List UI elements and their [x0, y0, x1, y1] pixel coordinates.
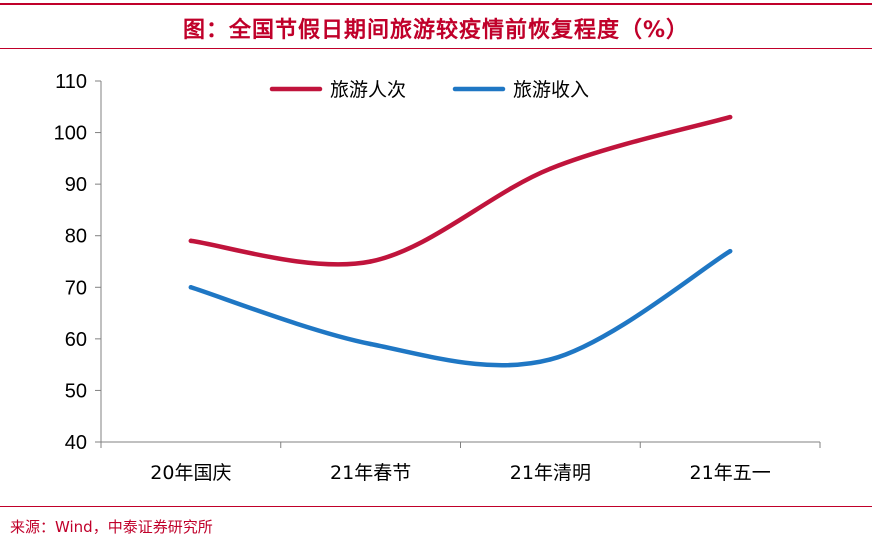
series-line-tourist-visits: [188, 114, 733, 267]
x-category-label: 21年春节: [330, 462, 411, 484]
data-point: [188, 238, 194, 244]
data-point: [548, 357, 553, 362]
title-bar: 图：全国节假日期间旅游较疫情前恢复程度（%）: [0, 0, 872, 52]
y-tick-label: 80: [65, 226, 87, 248]
x-category-label: 21年清明: [510, 462, 591, 484]
legend-label: 旅游收入: [513, 79, 589, 101]
chart-title: 图：全国节假日期间旅游较疫情前恢复程度（%）: [182, 18, 690, 43]
data-point: [727, 248, 733, 254]
y-tick-label: 110: [55, 71, 87, 93]
data-point: [727, 114, 733, 120]
source-note: 来源：Wind，中泰证券研究所: [10, 518, 213, 536]
data-point: [368, 341, 373, 347]
data-point: [188, 285, 194, 290]
y-tick-label: 50: [65, 380, 87, 402]
y-tick-label: 90: [65, 174, 87, 196]
title-top-rule: [0, 3, 872, 5]
y-tick-label: 40: [65, 432, 87, 454]
chart-legend: 旅游人次 旅游收入: [269, 79, 589, 101]
source-rule: [0, 506, 872, 507]
legend-label: 旅游人次: [330, 79, 406, 101]
data-point: [368, 259, 373, 264]
y-tick-label: 70: [65, 277, 87, 299]
y-tick-label: 60: [65, 329, 87, 351]
data-point: [548, 166, 553, 171]
chart-series: [188, 114, 733, 368]
chart-axes: 40 50 60 70 80 90 100 110 20年国庆 21年春节 21年清明 21年五一: [54, 71, 821, 484]
x-category-label: 20年国庆: [150, 462, 231, 484]
title-bottom-rule: [0, 48, 872, 49]
y-tick-label: 100: [54, 123, 87, 145]
x-category-label: 21年五一: [690, 462, 771, 484]
line-chart: 40 50 60 70 80 90 100 110 20年国庆 21年春节 21年清明 21年五一 旅…: [54, 71, 821, 484]
series-line-tourism-revenue: [188, 248, 733, 368]
